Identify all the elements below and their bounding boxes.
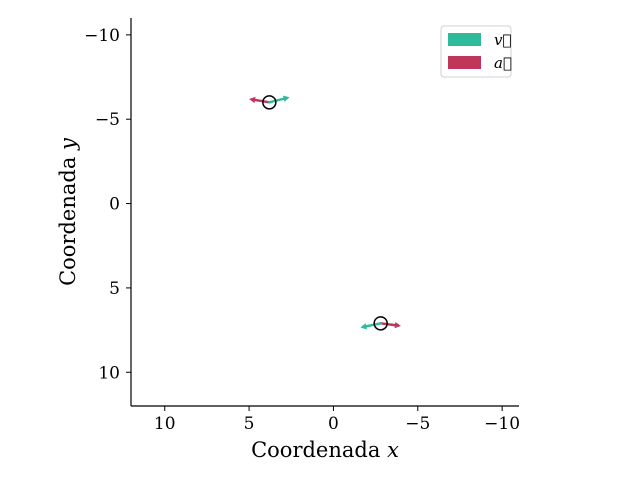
x-tick-label: 5 — [244, 414, 255, 434]
legend-label-acceleration: a⃗ — [494, 54, 512, 72]
x-tick-label: 10 — [154, 414, 176, 434]
x-tick-label: 0 — [328, 414, 339, 434]
x-tick-label: −5 — [405, 414, 430, 434]
plot-area — [130, 18, 519, 407]
body-marker-2 — [373, 316, 388, 331]
acceleration-arrow-2 — [379, 321, 401, 329]
y-tick-label: 0 — [109, 195, 120, 215]
y-axis-label: Coordenada y — [56, 137, 80, 286]
legend-label-velocity: v⃗ — [494, 31, 511, 49]
velocity-arrow-1 — [268, 95, 290, 104]
legend: v⃗ a⃗ — [440, 25, 512, 78]
acceleration-arrow-1 — [249, 96, 271, 104]
x-axis-label-text: Coordenada — [251, 438, 380, 462]
y-axis-label-text: Coordenada — [56, 157, 80, 286]
legend-swatch-velocity — [448, 33, 481, 46]
body-marker-1 — [262, 95, 277, 110]
x-axis-label-var: x — [387, 438, 399, 462]
x-axis-label: Coordenada x — [251, 438, 399, 462]
y-tick-label: 10 — [98, 363, 120, 383]
y-tick-label: −5 — [95, 110, 120, 130]
y-axis-ticks: −10 −5 0 5 10 — [84, 26, 131, 383]
x-axis-ticks: 10 5 0 −5 −10 — [154, 406, 520, 434]
y-tick-label: −10 — [84, 26, 120, 46]
legend-swatch-acceleration — [448, 56, 481, 69]
velocity-arrow-2 — [360, 322, 382, 330]
y-axis-label-var: y — [56, 137, 80, 151]
x-tick-label: −10 — [484, 414, 520, 434]
y-tick-label: 5 — [109, 279, 120, 299]
